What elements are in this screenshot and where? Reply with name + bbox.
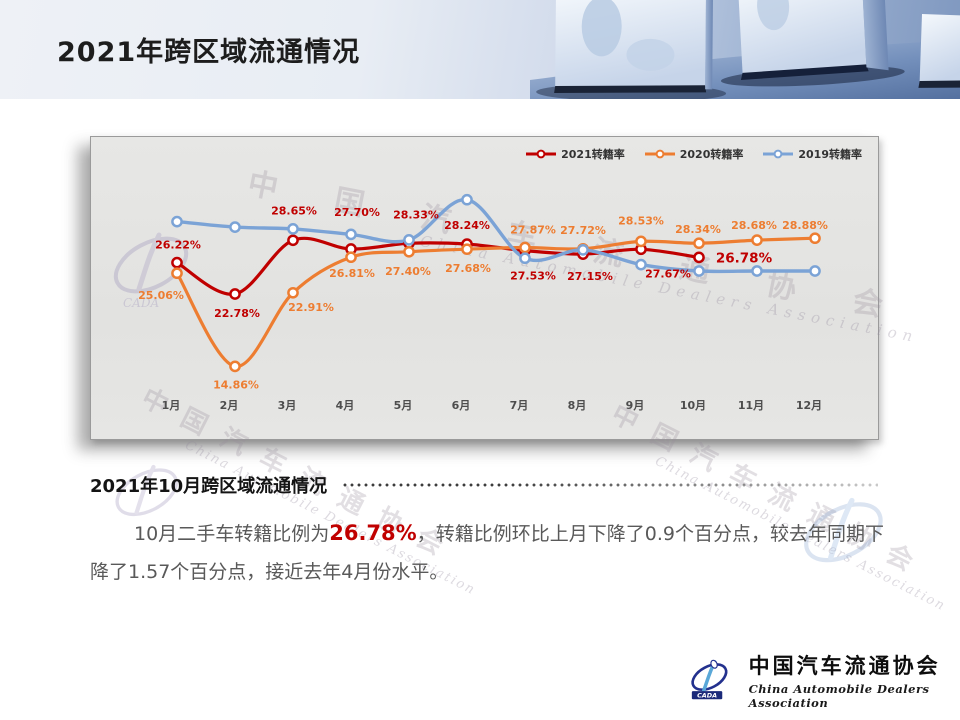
data-point-marker (229, 288, 241, 300)
month-axis-label: 7月 (510, 399, 529, 412)
data-label: 26.78% (716, 250, 773, 266)
data-point-marker (461, 243, 473, 256)
footer-logo: CADA 中国汽车流通协会 China Automobile Dealers A… (686, 648, 960, 712)
month-axis-label: 5月 (394, 399, 413, 412)
data-point-marker (403, 234, 415, 246)
month-axis-label: 10月 (680, 399, 706, 412)
line-chart: 26.22% 22.78% 28.65% 27.70% 28.33% 28.24% 27.5… (138, 193, 828, 412)
data-point-marker (519, 252, 531, 265)
cada-logo-icon: CADA (691, 659, 728, 700)
data-point-marker (809, 265, 821, 277)
data-label: 27.40% (385, 265, 431, 278)
org-name-en: China Automobile Dealers Association (748, 682, 930, 710)
month-axis-label: 11月 (738, 399, 764, 412)
month-axis-label: 1月 (162, 399, 181, 412)
data-point-marker (751, 234, 763, 246)
dotted-divider (343, 483, 878, 487)
month-axis-label: 6月 (452, 399, 471, 412)
data-label: 27.87% (510, 224, 556, 237)
month-axis-labels: 1月 2月 3月 4月 5月 6月 7月 8月 9月 10月 11月 12月 (162, 399, 822, 412)
data-label: 27.67% (645, 267, 691, 280)
data-point-marker (171, 256, 183, 269)
data-point-marker (751, 265, 763, 277)
summary-section: 2021年10月跨区域流通情况 (90, 472, 878, 498)
data-point-marker (171, 267, 183, 280)
data-point-marker (519, 241, 531, 254)
chart-card: 中国汽车流通协会 China Automobile Dealers Associ… (90, 136, 943, 440)
data-point-markers (171, 193, 821, 373)
data-label: 27.70% (334, 206, 380, 219)
legend-item-2020转籍率: 2020转籍率 (644, 146, 744, 162)
legend-label: 2020转籍率 (679, 148, 744, 161)
month-axis-label: 3月 (278, 399, 297, 412)
legend-item-2019转籍率: 2019转籍率 (763, 146, 862, 162)
data-label: 26.81% (329, 267, 375, 280)
legend-swatch-icon (644, 149, 675, 159)
data-label: 27.15% (567, 270, 613, 283)
data-label: 28.53% (618, 214, 664, 227)
data-point-marker (809, 232, 821, 245)
page-title: 2021年跨区域流通情况 (57, 37, 361, 68)
legend-label: 2019转籍率 (798, 148, 862, 161)
month-axis-label: 2月 (220, 399, 239, 412)
data-label: 14.86% (213, 378, 259, 391)
highlight-value: 26.78% (329, 521, 417, 545)
month-axis-label: 9月 (626, 399, 645, 412)
data-label: 22.91% (288, 301, 334, 314)
data-label: 28.65% (271, 204, 317, 217)
data-point-marker (171, 215, 183, 228)
data-label: 28.24% (444, 219, 490, 232)
data-point-marker (287, 223, 299, 235)
month-axis-label: 4月 (336, 399, 355, 412)
data-point-marker (635, 235, 647, 248)
legend-item-2021转籍率: 2021转籍率 (526, 146, 625, 162)
data-point-marker (635, 258, 647, 271)
data-point-marker (345, 251, 357, 264)
svg-text:CADA: CADA (697, 692, 717, 700)
data-point-marker (403, 245, 415, 258)
data-label: 26.22% (155, 239, 201, 252)
data-labels: 26.22% 22.78% 28.65% 27.70% 28.33% 28.24% 27.5… (138, 204, 828, 391)
summary-text-after: ，转籍比例环比上月下降了0.9个百分点，较去年同期下降了1.57个百分点，接近去… (90, 523, 884, 583)
data-label: 28.33% (393, 208, 439, 221)
legend-swatch-icon (526, 149, 557, 159)
summary-heading: 2021年10月跨区域流通情况 (90, 476, 328, 497)
data-label: 25.06% (138, 289, 184, 302)
org-name-cn: 中国汽车流通协会 (748, 653, 941, 678)
data-point-marker (287, 234, 299, 247)
data-point-marker (229, 360, 241, 373)
data-label: 27.53% (510, 270, 556, 283)
data-point-marker (229, 221, 241, 233)
summary-text-before: 10月二手车转籍比例为 (134, 523, 330, 545)
data-label: 27.72% (560, 224, 606, 237)
legend-swatch-icon (763, 149, 794, 159)
data-point-marker (693, 237, 705, 250)
data-label: 28.68% (731, 219, 777, 232)
legend-label: 2021转籍率 (561, 148, 625, 161)
header-banner: 2021年跨区域流通情况 (0, 0, 960, 99)
data-point-marker (287, 286, 299, 299)
data-point-marker (345, 228, 357, 241)
data-label: 28.88% (782, 219, 828, 232)
data-point-marker (693, 251, 705, 264)
month-axis-label: 12月 (796, 399, 822, 412)
chart-legend: 2021转籍率 2020转籍率 2019转籍率 (526, 146, 862, 162)
series-line-2021转籍率 (175, 236, 701, 296)
summary-paragraph: 10月二手车转籍比例为26.78%，转籍比例环比上月下降了0.9个百分点，较去年… (90, 514, 884, 591)
data-point-marker (693, 265, 705, 277)
data-label: 28.34% (675, 223, 721, 236)
data-point-marker (577, 244, 589, 256)
data-point-marker (461, 193, 473, 206)
data-label: 27.68% (445, 262, 491, 275)
blue-cubes-image (530, 0, 960, 99)
month-axis-label: 8月 (568, 399, 587, 412)
data-label: 22.78% (214, 307, 260, 320)
